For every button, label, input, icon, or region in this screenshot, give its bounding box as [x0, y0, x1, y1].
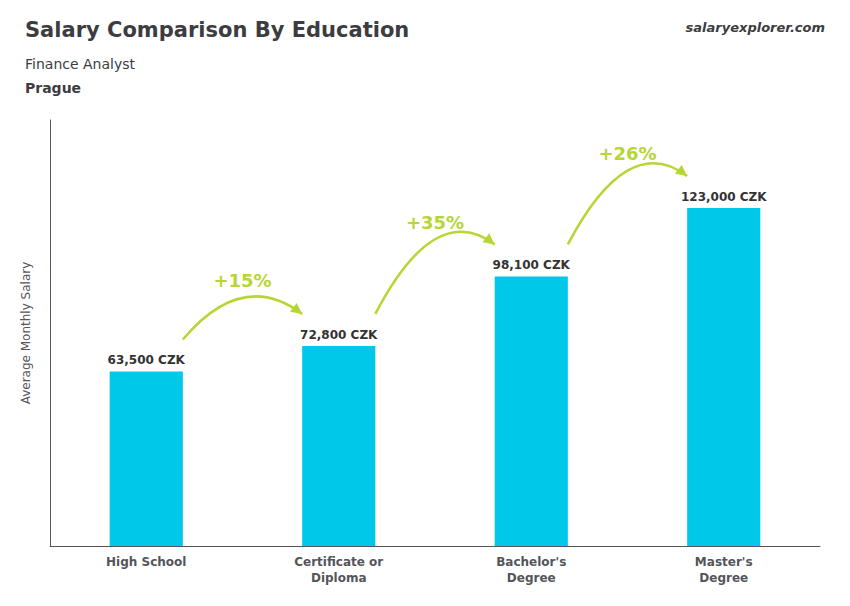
svg-text:Degree: Degree: [699, 571, 748, 585]
svg-text:63,500 CZK: 63,500 CZK: [108, 353, 186, 367]
svg-text:High School: High School: [106, 555, 186, 569]
svg-text:72,800 CZK: 72,800 CZK: [300, 328, 378, 342]
svg-text:Bachelor's: Bachelor's: [496, 555, 566, 569]
svg-text:Certificate or: Certificate or: [294, 555, 383, 569]
svg-text:+26%: +26%: [598, 143, 656, 164]
svg-text:Master's: Master's: [695, 555, 753, 569]
svg-text:Degree: Degree: [507, 571, 556, 585]
svg-text:Salary Comparison By Education: Salary Comparison By Education: [25, 18, 409, 42]
svg-text:salaryexplorer.com: salaryexplorer.com: [686, 20, 825, 35]
svg-text:Prague: Prague: [25, 80, 81, 96]
svg-text:+15%: +15%: [213, 270, 271, 291]
svg-text:Finance Analyst: Finance Analyst: [25, 56, 136, 72]
svg-text:Average Monthly Salary: Average Monthly Salary: [19, 262, 33, 405]
svg-text:123,000 CZK: 123,000 CZK: [681, 190, 767, 204]
svg-text:+35%: +35%: [406, 212, 464, 233]
svg-text:98,100 CZK: 98,100 CZK: [493, 258, 571, 272]
svg-text:Diploma: Diploma: [311, 571, 367, 585]
